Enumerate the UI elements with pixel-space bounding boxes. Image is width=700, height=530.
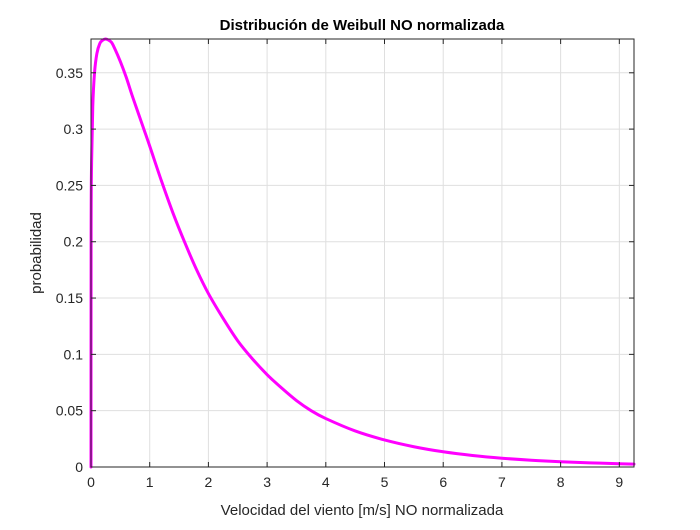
y-tick-label: 0.15 [56, 290, 83, 306]
y-tick-label: 0.1 [64, 346, 84, 362]
x-tick-label: 8 [557, 474, 565, 490]
y-tick-label: 0.3 [64, 121, 84, 137]
x-tick-label: 1 [146, 474, 154, 490]
y-tick-label: 0.25 [56, 177, 83, 193]
x-tick-label: 7 [498, 474, 506, 490]
ticks [90, 39, 634, 468]
y-tick-label: 0.35 [56, 65, 83, 81]
y-tick-label: 0 [75, 459, 83, 475]
x-tick-label: 2 [205, 474, 213, 490]
x-tick-label: 6 [439, 474, 447, 490]
x-axis-label: Velocidad del viento [m/s] NO normalizad… [221, 502, 504, 519]
series-layer [89, 37, 636, 469]
x-tick-label: 0 [87, 474, 95, 490]
x-tick-label: 9 [615, 474, 623, 490]
x-tick-labels: 0 1 2 3 4 5 6 7 8 9 [87, 474, 623, 490]
y-tick-label: 0.05 [56, 403, 83, 419]
y-axis-label: probabilidad [28, 212, 45, 294]
x-tick-label: 3 [263, 474, 271, 490]
plot-background [91, 39, 634, 467]
y-tick-label: 0.2 [64, 234, 84, 250]
y-tick-labels: 0 0.05 0.1 0.15 0.2 0.25 0.3 0.35 [56, 65, 83, 475]
x-tick-label: 4 [322, 474, 330, 490]
plot-frame [90, 38, 635, 468]
series-line-weibull [89, 37, 636, 469]
x-tick-label: 5 [381, 474, 389, 490]
chart-title: Distribución de Weibull NO normalizada [220, 17, 505, 34]
